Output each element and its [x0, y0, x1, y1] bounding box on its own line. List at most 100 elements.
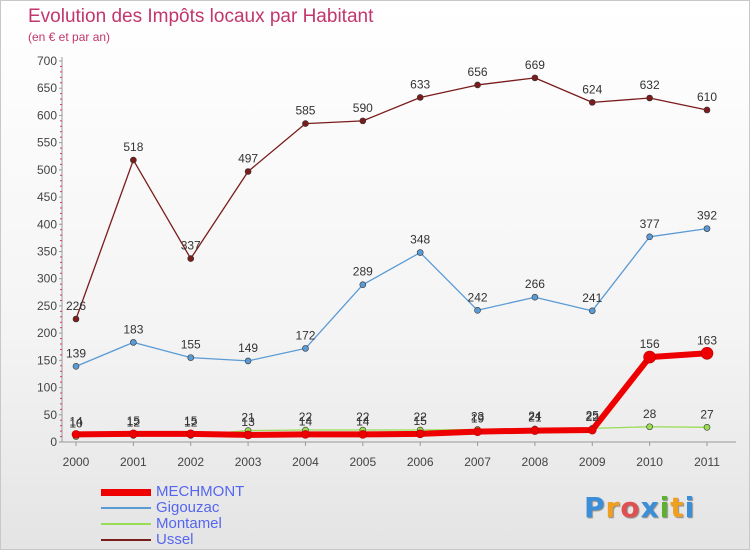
data-label: 10 — [69, 417, 83, 431]
data-point — [302, 345, 309, 352]
data-label: 14 — [299, 414, 313, 428]
data-point — [416, 249, 424, 256]
data-label: 632 — [640, 78, 660, 92]
data-label: 624 — [582, 82, 602, 96]
data-label: 139 — [66, 346, 86, 360]
logo-letter: r — [605, 491, 621, 524]
y-tick-label: 0 — [50, 435, 57, 449]
data-point — [643, 350, 656, 364]
legend-label: Gigouzac — [156, 499, 220, 516]
proxiti-logo: Proxiti — [584, 491, 695, 524]
data-point — [531, 74, 539, 82]
data-label: 183 — [123, 322, 143, 336]
data-label: 25 — [586, 408, 600, 422]
x-tick-label: 2011 — [694, 455, 720, 469]
data-point — [72, 315, 80, 323]
data-point — [703, 225, 711, 232]
y-tick-label: 250 — [37, 299, 57, 313]
data-label: 21 — [241, 411, 255, 425]
data-label: 22 — [356, 410, 370, 424]
data-label: 610 — [697, 90, 717, 104]
data-label: 392 — [697, 209, 717, 223]
data-point — [588, 99, 596, 106]
data-label: 149 — [238, 341, 258, 355]
x-tick-label: 2003 — [235, 455, 262, 469]
data-point — [474, 81, 481, 89]
data-point — [703, 106, 711, 114]
data-label: 14 — [69, 414, 83, 428]
legend-label: Montamel — [156, 515, 222, 532]
data-label: 337 — [181, 239, 201, 253]
data-point — [244, 168, 252, 175]
logo-letter: x — [640, 491, 660, 524]
legend-label: MECHMONT — [156, 483, 245, 500]
y-tick-label: 600 — [37, 108, 57, 122]
y-tick-label: 500 — [37, 163, 57, 177]
data-label: 27 — [700, 407, 714, 421]
data-label: 14 — [356, 414, 370, 428]
x-tick-label: 2000 — [63, 455, 90, 469]
data-point — [646, 423, 653, 431]
data-point — [646, 233, 653, 241]
data-point — [474, 306, 481, 314]
data-label: 22 — [299, 410, 313, 424]
data-point — [244, 357, 252, 365]
data-point — [72, 363, 80, 370]
y-tick-label: 450 — [37, 190, 57, 204]
legend-item-mechmont[interactable]: MECHMONT — [101, 483, 401, 500]
y-tick-label: 200 — [37, 326, 57, 340]
y-tick-label: 650 — [37, 81, 57, 95]
logo-letter: t — [670, 491, 685, 524]
y-tick-label: 700 — [37, 54, 57, 68]
data-label: 242 — [468, 290, 488, 304]
data-label: 12 — [127, 415, 141, 429]
legend-item-ussel[interactable]: Ussel — [101, 531, 401, 548]
data-point — [530, 426, 540, 435]
data-label: 23 — [471, 409, 485, 423]
data-label: 633 — [410, 77, 430, 91]
y-tick-label: 550 — [37, 136, 57, 150]
legend-swatch-mechmont — [101, 489, 151, 496]
data-label: 15 — [184, 414, 198, 428]
data-point — [473, 427, 482, 436]
data-point — [531, 293, 539, 301]
series-line-ussel — [75, 77, 708, 320]
y-tick-label: 400 — [37, 217, 57, 231]
data-label: 19 — [471, 412, 485, 426]
data-point — [416, 94, 424, 101]
data-point — [646, 94, 653, 102]
data-label: 156 — [640, 337, 660, 351]
data-point — [243, 430, 253, 440]
data-label: 15 — [414, 414, 428, 428]
data-label: 289 — [353, 265, 373, 279]
data-label: 377 — [640, 217, 660, 231]
data-label: 24 — [528, 409, 542, 423]
logo-letter: P — [584, 491, 606, 524]
series-line-gigouzac — [75, 227, 708, 367]
y-tick-label: 100 — [37, 381, 57, 395]
legend-item-montamel[interactable]: Montamel — [101, 515, 401, 532]
x-tick-label: 2006 — [407, 455, 434, 469]
series-line-mechmont — [75, 350, 708, 438]
data-point — [187, 255, 195, 262]
data-label: 497 — [238, 151, 258, 165]
data-point — [703, 424, 711, 431]
data-point — [186, 429, 196, 439]
data-label: 22 — [414, 410, 428, 424]
x-tick-label: 2007 — [464, 455, 491, 469]
legend-swatch-gigouzac — [101, 507, 151, 509]
data-point — [71, 430, 81, 439]
legend-item-gigouzac[interactable]: Gigouzac — [101, 499, 401, 516]
x-tick-label: 2009 — [579, 455, 606, 469]
legend-swatch-ussel — [101, 539, 151, 541]
data-label: 13 — [241, 415, 255, 429]
logo-letter: i — [684, 491, 696, 524]
data-label: 585 — [295, 104, 315, 118]
data-label: 669 — [525, 58, 545, 72]
data-label: 226 — [66, 299, 86, 313]
data-label: 163 — [697, 333, 717, 347]
data-label: 155 — [181, 338, 201, 352]
y-tick-label: 350 — [37, 245, 57, 259]
